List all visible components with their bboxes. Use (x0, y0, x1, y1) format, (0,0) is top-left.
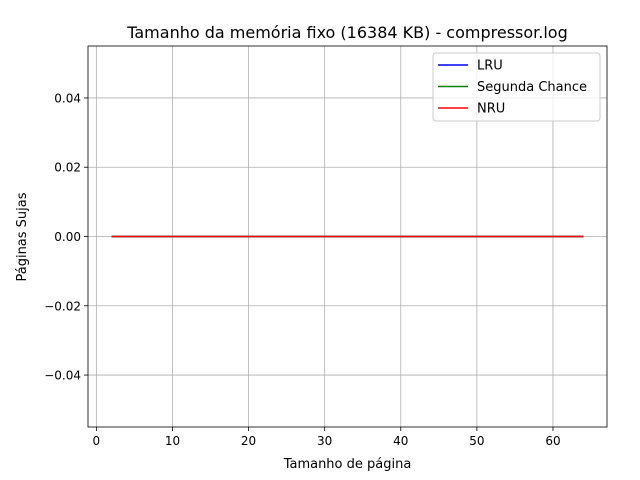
legend-label: NRU (477, 102, 505, 117)
y-tick-label: −0.02 (44, 299, 81, 313)
y-tick-label: −0.04 (44, 369, 81, 383)
x-tick-label: 30 (317, 434, 332, 448)
x-tick-label: 40 (393, 434, 408, 448)
y-axis-label: Páginas Sujas (15, 192, 30, 281)
y-tick-label: 0.04 (54, 91, 81, 105)
x-tick-label: 20 (241, 434, 256, 448)
x-tick-label: 60 (545, 434, 560, 448)
x-tick-label: 50 (469, 434, 484, 448)
x-axis-label: Tamanho de página (283, 457, 412, 472)
y-tick-label: 0.02 (54, 161, 81, 175)
chart-title: Tamanho da memória fixo (16384 KB) - com… (126, 23, 568, 42)
legend-box (432, 52, 601, 122)
y-axis-ticks: −0.04 −0.02 0.00 0.02 0.04 (44, 91, 88, 383)
legend-label: Segunda Chance (477, 80, 587, 95)
x-axis-ticks: 0 10 20 30 40 50 60 (93, 427, 561, 448)
legend: LRU Segunda Chance NRU (432, 52, 601, 122)
y-tick-label: 0.00 (54, 230, 81, 244)
legend-label: LRU (477, 59, 503, 74)
x-tick-label: 0 (93, 434, 101, 448)
x-tick-label: 10 (165, 434, 180, 448)
